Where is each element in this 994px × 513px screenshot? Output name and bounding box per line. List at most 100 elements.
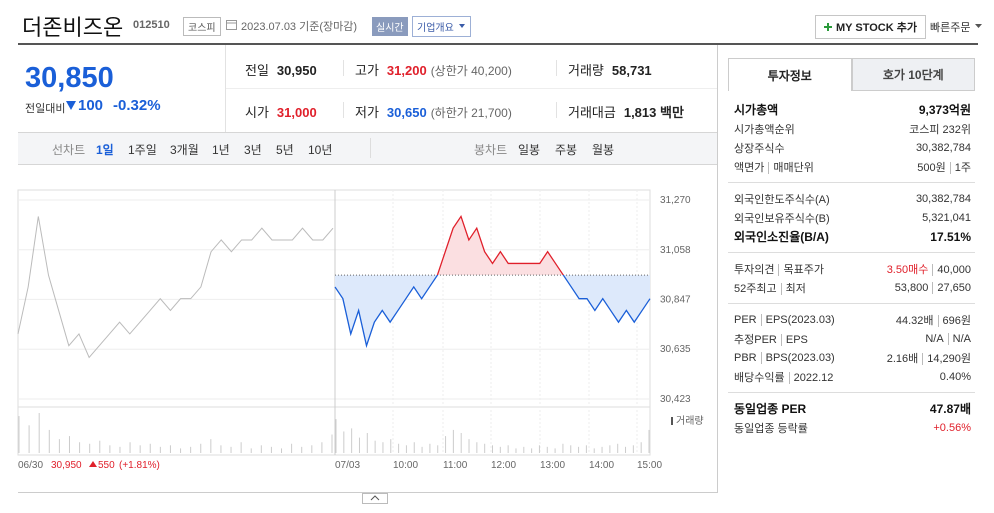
tab[interactable]: 호가 10단계 [851, 58, 975, 91]
volume-bar [405, 445, 407, 453]
toolbar-divider [370, 138, 371, 158]
value-part: 30,382,784 [915, 141, 971, 154]
stat-label: 거래량 [568, 63, 604, 78]
volume-bar [460, 433, 462, 453]
period-button[interactable]: 1년 [212, 143, 230, 157]
x-tick-label: 06/30 [18, 460, 43, 471]
period-button[interactable]: 10년 [308, 143, 333, 157]
period-button[interactable]: 1주일 [128, 143, 157, 157]
expand-button[interactable] [362, 493, 388, 504]
change-label: 전일대비 [25, 103, 66, 115]
value-part: 5,321,041 [922, 211, 971, 224]
row-label: PBR BPS(2023.03) [734, 351, 835, 364]
volume-bar [499, 446, 501, 453]
volume-bar [452, 429, 454, 453]
volume-bar [554, 448, 556, 453]
row-label: 외국인소진율(B/A) [734, 228, 829, 245]
y-tick-label: 31,270 [660, 195, 691, 206]
volume-bar [625, 446, 627, 453]
row-value: 0.40% [940, 371, 971, 383]
label-part: 52주최고 [734, 282, 777, 295]
stat: 시가 31,000 [245, 102, 317, 121]
volume-bar [382, 442, 384, 453]
volume-bar [335, 419, 337, 453]
calendar-icon [226, 20, 237, 30]
label-part: PER [734, 313, 757, 326]
volume-bar [593, 448, 595, 453]
period-button[interactable]: 3개월 [170, 143, 199, 157]
info-row: 액면가 매매단위 500원 1주 [734, 157, 971, 176]
label-part: EPS [780, 333, 808, 346]
value-part: N/A [925, 332, 944, 345]
company-label: 기업개요 [417, 23, 454, 34]
divider [225, 45, 226, 132]
stat-value: 31,000 [276, 105, 317, 120]
volume-bar [585, 445, 587, 453]
volume-bar [492, 445, 493, 453]
stat-label: 전일 [245, 63, 269, 78]
tab[interactable]: 투자정보 [728, 58, 852, 91]
realtime-badge[interactable]: 실시간 [372, 17, 408, 36]
volume-bar [250, 448, 252, 453]
info-row: 투자의견 목표주가 3.50매수 40,000 [734, 259, 971, 278]
quick-order[interactable]: 빠른주문 [930, 19, 983, 35]
volume-bar [601, 446, 603, 453]
row-label: PER EPS(2023.03) [734, 313, 835, 326]
divider [226, 88, 717, 89]
volume-bar [570, 445, 572, 453]
value-part: 1주 [949, 161, 971, 174]
row-value: 53,800 27,650 [895, 281, 971, 294]
company-button[interactable]: 기업개요 [412, 16, 471, 37]
prev-close: 30,950 [51, 460, 82, 471]
volume-bar [200, 443, 202, 453]
volume-bar [169, 445, 171, 453]
stat-note: (하한가 21,700) [430, 106, 512, 120]
volume-bar [270, 446, 272, 453]
volume-bar [321, 442, 323, 453]
row-value: 9,373억원 [919, 101, 971, 118]
volume-bar [374, 440, 376, 453]
label-part: 동일업종 등락률 [734, 422, 808, 435]
row-label: 액면가 매매단위 [734, 159, 814, 175]
stat: 전일 30,950 [245, 60, 317, 79]
row-value: 2.16배 14,290원 [887, 350, 971, 366]
label-part: 매매단위 [768, 161, 814, 174]
stat-value: 31,200 [386, 63, 427, 78]
row-value: 30,382,784 [916, 142, 971, 154]
row-value: N/A N/A [925, 332, 971, 345]
period-button[interactable]: 3년 [244, 143, 262, 157]
info-group: 투자의견 목표주가 3.50매수 40,000 52주최고 최저 53,800 27,650 [728, 253, 975, 304]
volume-bar [311, 445, 313, 453]
volume-bar [632, 445, 634, 453]
label-part: 외국인한도주식수(A) [734, 193, 830, 206]
info-row: 동일업종 PER 47.87배 [734, 399, 971, 418]
volume-bar [538, 445, 540, 453]
volume-bar [648, 429, 650, 453]
prev-line [17, 216, 334, 359]
label-part: BPS(2023.03) [760, 351, 835, 364]
price-chart: 31,270 31,058 30,847 30,635 30,423 거래량 06/30 07… [17, 189, 704, 471]
period-button[interactable]: 1일 [96, 143, 114, 157]
row-value: 44.32배 696원 [896, 312, 971, 328]
period-button[interactable]: 5년 [276, 143, 294, 157]
row-label: 배당수익률 2022.12 [734, 369, 834, 385]
value-part: 30,382,784 [915, 192, 971, 205]
volume-bar [390, 439, 392, 453]
volume-bar [617, 443, 619, 453]
label-part: 2022.12 [788, 371, 834, 384]
volume-label: 거래량 [676, 415, 704, 427]
candle-period-button[interactable]: 주봉 [555, 143, 578, 157]
volume-bar [343, 431, 345, 453]
value-part: 2.16배 [886, 352, 919, 365]
volume-bar [79, 442, 81, 453]
candle-period-button[interactable]: 월봉 [592, 143, 615, 157]
volume-bar [109, 445, 111, 453]
label-part: 외국인소진율(B/A) [734, 230, 829, 244]
candle-period-button[interactable]: 일봉 [518, 143, 541, 157]
value-part: 44.32배 [895, 314, 934, 327]
divider [556, 102, 557, 118]
mystock-button[interactable]: MY STOCK 추가 [815, 15, 926, 39]
prev-pct: (+1.81%) [119, 460, 160, 471]
stat: 고가 31,200 (상한가 40,200) [355, 60, 512, 79]
